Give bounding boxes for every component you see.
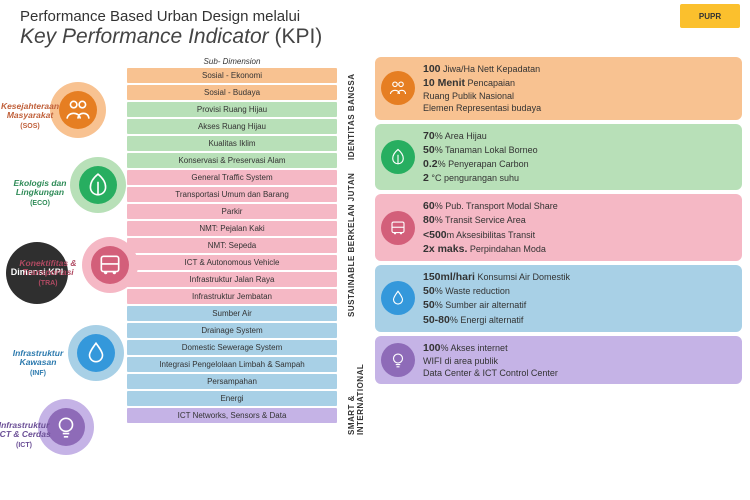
dimension-label: Kesejahteraan Masyarakat(SOS) [0, 102, 60, 130]
title-suffix: (KPI) [269, 25, 323, 48]
kpi-card: 70% Area Hijau50% Tanaman Lokal Borneo0.… [375, 124, 742, 191]
sub-dimension-bar: Domestic Sewerage System [127, 340, 337, 355]
sub-dimension-bar: Infrastruktur Jembatan [127, 289, 337, 304]
kpi-line: 50% Waste reduction [423, 284, 734, 298]
category-tag: SMART & INTERNATIONAL [347, 325, 365, 435]
col-vertical-tags: IDENTITAS BANGSA SUSTAINABLE BERKELAN JUT… [341, 57, 371, 425]
card-icon [381, 71, 415, 105]
sub-dimension-bar: Energi [127, 391, 337, 406]
kpi-line: 80% Transit Service Area [423, 213, 734, 227]
bus-icon [389, 219, 407, 237]
sub-dimension-bar: Persampahan [127, 374, 337, 389]
kpi-line: Data Center & ICT Control Center [423, 367, 734, 379]
kpi-card: 100 Jiwa/Ha Nett Kepadatan10 Menit Penca… [375, 57, 742, 120]
card-icon [381, 140, 415, 174]
dimension-label: Konektifitas & Transportasi(TRA) [18, 259, 78, 287]
card-icon [381, 343, 415, 377]
sub-dimension-bar: Parkir [127, 204, 337, 219]
sub-dimension-bar: General Traffic System [127, 170, 337, 185]
kpi-line: 60% Pub. Transport Modal Share [423, 199, 734, 213]
dimension-label: Ekologis dan Lingkungan(ECO) [10, 179, 70, 207]
sub-dimension-bar: Provisi Ruang Hijau [127, 102, 337, 117]
kpi-line: 100% Akses internet [423, 341, 734, 355]
sub-dimension-bar: ICT Networks, Sensors & Data [127, 408, 337, 423]
kpi-line: 50% Tanaman Lokal Borneo [423, 143, 734, 157]
dimension-bubble [68, 325, 124, 381]
kpi-card: 100% Akses internetWIFI di area publikDa… [375, 336, 742, 384]
sub-dimension-bar: ICT & Autonomous Vehicle [127, 255, 337, 270]
col-bubbles: Dimensi KPI Kesejahteraan Masyarakat(SOS… [8, 57, 123, 425]
water-icon [389, 289, 407, 307]
leaf-icon [85, 172, 111, 198]
sub-dimension-label: Sub- Dimension [127, 57, 337, 66]
header: Performance Based Urban Design melalui K… [0, 0, 750, 53]
kpi-line: <500m Aksesibilitas Transit [423, 228, 734, 242]
sub-dimension-bar: Transportasi Umum dan Barang [127, 187, 337, 202]
kpi-line: 0.2% Penyerapan Carbon [423, 157, 734, 171]
card-icon [381, 211, 415, 245]
kpi-line: 150ml/hari Konsumsi Air Domestik [423, 270, 734, 284]
kpi-line: Elemen Representasi budaya [423, 102, 734, 114]
category-tag: SUSTAINABLE BERKELAN JUTAN [347, 167, 356, 317]
category-tag: IDENTITAS BANGSA [347, 65, 356, 160]
bulb-icon [389, 351, 407, 369]
sub-dimension-bar: Infrastruktur Jalan Raya [127, 272, 337, 287]
bulb-icon [53, 414, 79, 440]
sub-dimension-bar: NMT: Sepeda [127, 238, 337, 253]
kpi-card: 150ml/hari Konsumsi Air Domestik50% Wast… [375, 265, 742, 332]
title-italic: Key Performance Indicator [20, 25, 269, 48]
water-icon [83, 340, 109, 366]
kpi-line: 100 Jiwa/Ha Nett Kepadatan [423, 62, 734, 76]
col-bars: Sub- Dimension Sosial - Ekonomi Sosial - … [127, 57, 337, 425]
main-diagram: Dimensi KPI Kesejahteraan Masyarakat(SOS… [0, 53, 750, 425]
kpi-card: 60% Pub. Transport Modal Share80% Transi… [375, 194, 742, 261]
col-kpi-cards: 100 Jiwa/Ha Nett Kepadatan10 Menit Penca… [375, 57, 742, 425]
kpi-line: 50% Sumber air alternatif [423, 298, 734, 312]
sub-dimension-bar: Sosial - Budaya [127, 85, 337, 100]
people-icon [389, 79, 407, 97]
kpi-line: 2 °C pengurangan suhu [423, 171, 734, 185]
pupr-logo: PUPR [680, 4, 740, 28]
kpi-line: 70% Area Hijau [423, 129, 734, 143]
kpi-line: 2x maks. Perpindahan Moda [423, 242, 734, 256]
card-icon [381, 281, 415, 315]
dimension-bubble [70, 157, 126, 213]
dimension-label: Infrastruktur ICT & Cerdas(ICT) [0, 421, 54, 449]
kpi-line: 10 Menit Pencapaian [423, 76, 734, 90]
dimension-bubble [82, 237, 138, 293]
bus-icon [97, 252, 123, 278]
kpi-line: 50-80% Energi alternatif [423, 313, 734, 327]
sub-dimension-bar: Sumber Air [127, 306, 337, 321]
dimension-label: Infrastruktur Kawasan(INF) [8, 349, 68, 377]
sub-dimension-bar: Sosial - Ekonomi [127, 68, 337, 83]
leaf-icon [389, 148, 407, 166]
kpi-line: Ruang Publik Nasional [423, 90, 734, 102]
sub-dimension-bar: Drainage System [127, 323, 337, 338]
sub-dimension-bar: Integrasi Pengelolaan Limbah & Sampah [127, 357, 337, 372]
title-line-1: Performance Based Urban Design melalui [20, 8, 730, 25]
people-icon [65, 97, 91, 123]
sub-dimension-bar: Konservasi & Preservasi Alam [127, 153, 337, 168]
sub-dimension-bar: Kualitas Iklim [127, 136, 337, 151]
title-line-2: Key Performance Indicator (KPI) [20, 25, 730, 49]
sub-dimension-bar: Akses Ruang Hijau [127, 119, 337, 134]
kpi-line: WIFI di area publik [423, 355, 734, 367]
sub-dimension-bar: NMT: Pejalan Kaki [127, 221, 337, 236]
